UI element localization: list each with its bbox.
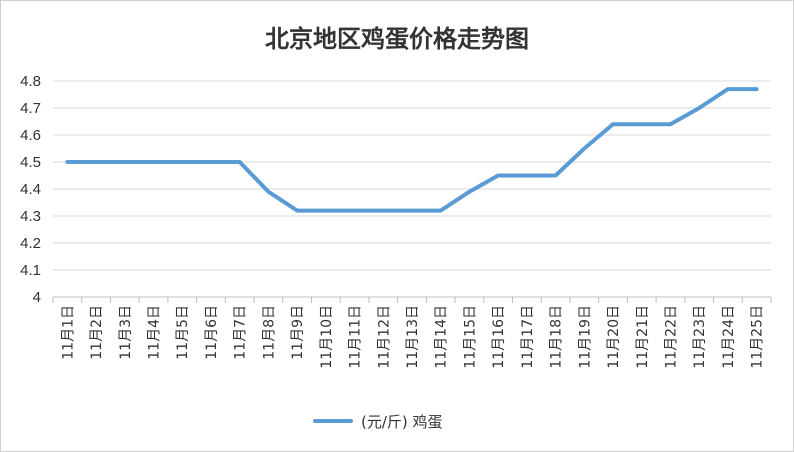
x-tick-label: 11月23日 [692, 305, 708, 369]
x-tick-label: 11月25日 [750, 305, 766, 369]
x-tick-label: 11月1日 [60, 305, 76, 360]
y-tick-label: 4.1 [20, 262, 41, 279]
y-tick-label: 4.5 [20, 154, 41, 171]
x-tick-label: 11月20日 [606, 305, 622, 369]
x-tick-label: 11月12日 [376, 305, 392, 369]
x-tick-label: 11月9日 [290, 305, 306, 360]
legend-label: (元/斤) 鸡蛋 [361, 412, 443, 431]
y-tick-label: 4.4 [20, 181, 41, 198]
y-tick-label: 4.7 [20, 100, 41, 117]
x-tick-label: 11月2日 [89, 305, 105, 360]
x-tick-label: 11月14日 [434, 305, 450, 369]
x-tick-label: 11月10日 [319, 305, 335, 369]
y-tick-label: 4 [33, 289, 41, 306]
x-tick-label: 11月4日 [147, 305, 163, 360]
x-tick-label: 11月5日 [175, 305, 191, 360]
x-tick-label: 11月19日 [577, 305, 593, 369]
legend: (元/斤) 鸡蛋 [313, 409, 443, 433]
x-tick-label: 11月17日 [520, 305, 536, 369]
x-tick-label: 11月18日 [549, 305, 565, 369]
x-tick-label: 11月11日 [348, 305, 364, 369]
x-tick-label: 11月22日 [663, 305, 679, 369]
legend-swatch [313, 419, 353, 423]
x-tick-label: 11月6日 [204, 305, 220, 360]
series-line-eggs [65, 87, 759, 213]
x-tick-label: 11月16日 [491, 305, 507, 369]
x-tick-label: 11月8日 [261, 305, 277, 360]
x-tick-label: 11月3日 [118, 305, 134, 360]
x-tick-label: 11月7日 [233, 305, 249, 360]
x-tick-label: 11月21日 [635, 305, 651, 369]
x-tick-label: 11月13日 [405, 305, 421, 369]
y-tick-label: 4.8 [20, 73, 41, 90]
y-tick-label: 4.2 [20, 235, 41, 252]
y-tick-label: 4.3 [20, 208, 41, 225]
x-tick-label: 11月24日 [721, 305, 737, 369]
x-tick-label: 11月15日 [462, 305, 478, 369]
y-tick-label: 4.6 [20, 127, 41, 144]
chart-title: 北京地区鸡蛋价格走势图 [265, 25, 529, 53]
